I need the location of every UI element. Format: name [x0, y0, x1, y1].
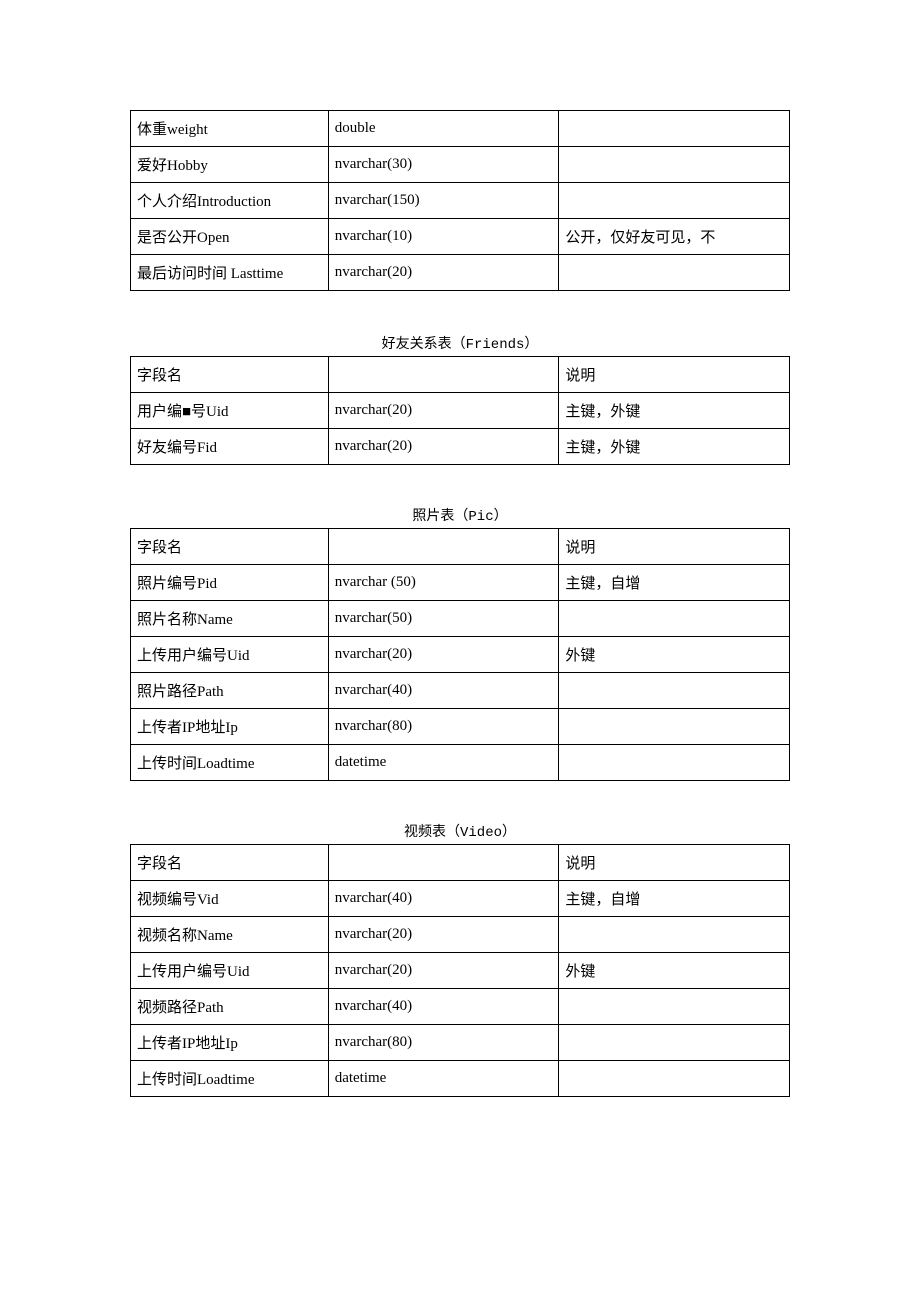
cell-field-name: 最后访问时间 Lasttime [131, 255, 329, 291]
cell-header-field: 字段名 [131, 357, 329, 393]
cell-field-desc: 外键 [559, 637, 790, 673]
table-row: 用户编■号Uid nvarchar(20) 主键，外键 [131, 393, 790, 429]
table-user-fields: 体重weight double 爱好Hobby nvarchar(30) 个人介… [130, 110, 790, 291]
cell-field-desc: 公开，仅好友可见，不 [559, 219, 790, 255]
cell-field-type: nvarchar(50) [328, 601, 559, 637]
cell-field-name: 上传用户编号Uid [131, 637, 329, 673]
cell-field-type: datetime [328, 1061, 559, 1097]
caption-pic: 照片表（Pic） [130, 505, 790, 525]
cell-header-type [328, 529, 559, 565]
cell-header-desc: 说明 [559, 845, 790, 881]
cell-field-desc: 外键 [559, 953, 790, 989]
cell-field-desc [559, 1061, 790, 1097]
cell-field-name: 视频编号Vid [131, 881, 329, 917]
cell-field-type: nvarchar(20) [328, 255, 559, 291]
table-row: 照片路径Path nvarchar(40) [131, 673, 790, 709]
caption-friends: 好友关系表（Friends） [130, 333, 790, 353]
cell-field-name: 用户编■号Uid [131, 393, 329, 429]
table-pic: 字段名 说明 照片编号Pid nvarchar (50) 主键，自增 照片名称N… [130, 528, 790, 781]
cell-field-desc: 主键，自增 [559, 881, 790, 917]
cell-field-type: double [328, 111, 559, 147]
table-row: 视频名称Name nvarchar(20) [131, 917, 790, 953]
cell-field-desc: 主键，外键 [559, 393, 790, 429]
cell-field-desc: 主键，外键 [559, 429, 790, 465]
cell-field-name: 照片名称Name [131, 601, 329, 637]
cell-header-desc: 说明 [559, 529, 790, 565]
cell-field-type: nvarchar(40) [328, 881, 559, 917]
cell-field-type: nvarchar(20) [328, 637, 559, 673]
cell-field-name: 上传时间Loadtime [131, 1061, 329, 1097]
cell-field-desc [559, 601, 790, 637]
cell-field-desc [559, 709, 790, 745]
cell-field-name: 照片编号Pid [131, 565, 329, 601]
cell-header-type [328, 845, 559, 881]
cell-header-field: 字段名 [131, 529, 329, 565]
cell-field-desc [559, 989, 790, 1025]
cell-field-name: 上传用户编号Uid [131, 953, 329, 989]
cell-field-name: 爱好Hobby [131, 147, 329, 183]
caption-video: 视频表（Video） [130, 821, 790, 841]
table-row: 爱好Hobby nvarchar(30) [131, 147, 790, 183]
cell-field-desc [559, 1025, 790, 1061]
cell-field-desc [559, 917, 790, 953]
cell-field-type: nvarchar(10) [328, 219, 559, 255]
table-row: 视频编号Vid nvarchar(40) 主键，自增 [131, 881, 790, 917]
cell-field-desc [559, 183, 790, 219]
table-row: 视频路径Path nvarchar(40) [131, 989, 790, 1025]
table-video: 字段名 说明 视频编号Vid nvarchar(40) 主键，自增 视频名称Na… [130, 844, 790, 1097]
cell-field-name: 上传者IP地址Ip [131, 709, 329, 745]
table-row: 最后访问时间 Lasttime nvarchar(20) [131, 255, 790, 291]
cell-field-name: 视频路径Path [131, 989, 329, 1025]
table-row: 字段名 说明 [131, 845, 790, 881]
cell-field-name: 体重weight [131, 111, 329, 147]
cell-field-type: nvarchar (50) [328, 565, 559, 601]
cell-field-name: 个人介绍Introduction [131, 183, 329, 219]
table-row: 上传用户编号Uid nvarchar(20) 外键 [131, 953, 790, 989]
cell-field-type: nvarchar(20) [328, 429, 559, 465]
cell-field-desc [559, 111, 790, 147]
cell-header-desc: 说明 [559, 357, 790, 393]
table-row: 照片编号Pid nvarchar (50) 主键，自增 [131, 565, 790, 601]
cell-field-name: 照片路径Path [131, 673, 329, 709]
cell-field-name: 上传者IP地址Ip [131, 1025, 329, 1061]
cell-header-field: 字段名 [131, 845, 329, 881]
table-row: 是否公开Open nvarchar(10) 公开，仅好友可见，不 [131, 219, 790, 255]
cell-field-type: nvarchar(30) [328, 147, 559, 183]
cell-field-type: nvarchar(20) [328, 393, 559, 429]
cell-field-name: 好友编号Fid [131, 429, 329, 465]
table-row: 体重weight double [131, 111, 790, 147]
cell-field-type: nvarchar(80) [328, 709, 559, 745]
cell-field-desc [559, 673, 790, 709]
table-row: 个人介绍Introduction nvarchar(150) [131, 183, 790, 219]
cell-field-desc: 主键，自增 [559, 565, 790, 601]
table-row: 上传者IP地址Ip nvarchar(80) [131, 709, 790, 745]
table-row: 上传用户编号Uid nvarchar(20) 外键 [131, 637, 790, 673]
cell-field-desc [559, 147, 790, 183]
table-row: 好友编号Fid nvarchar(20) 主键，外键 [131, 429, 790, 465]
table-row: 字段名 说明 [131, 529, 790, 565]
cell-field-type: datetime [328, 745, 559, 781]
cell-field-name: 上传时间Loadtime [131, 745, 329, 781]
table-row: 上传时间Loadtime datetime [131, 745, 790, 781]
cell-field-type: nvarchar(20) [328, 953, 559, 989]
cell-field-type: nvarchar(150) [328, 183, 559, 219]
cell-field-name: 是否公开Open [131, 219, 329, 255]
table-row: 字段名 说明 [131, 357, 790, 393]
cell-header-type [328, 357, 559, 393]
cell-field-desc [559, 745, 790, 781]
cell-field-type: nvarchar(20) [328, 917, 559, 953]
cell-field-type: nvarchar(40) [328, 989, 559, 1025]
cell-field-desc [559, 255, 790, 291]
table-friends: 字段名 说明 用户编■号Uid nvarchar(20) 主键，外键 好友编号F… [130, 356, 790, 465]
table-row: 上传时间Loadtime datetime [131, 1061, 790, 1097]
cell-field-type: nvarchar(80) [328, 1025, 559, 1061]
cell-field-type: nvarchar(40) [328, 673, 559, 709]
table-row: 照片名称Name nvarchar(50) [131, 601, 790, 637]
table-row: 上传者IP地址Ip nvarchar(80) [131, 1025, 790, 1061]
cell-field-name: 视频名称Name [131, 917, 329, 953]
